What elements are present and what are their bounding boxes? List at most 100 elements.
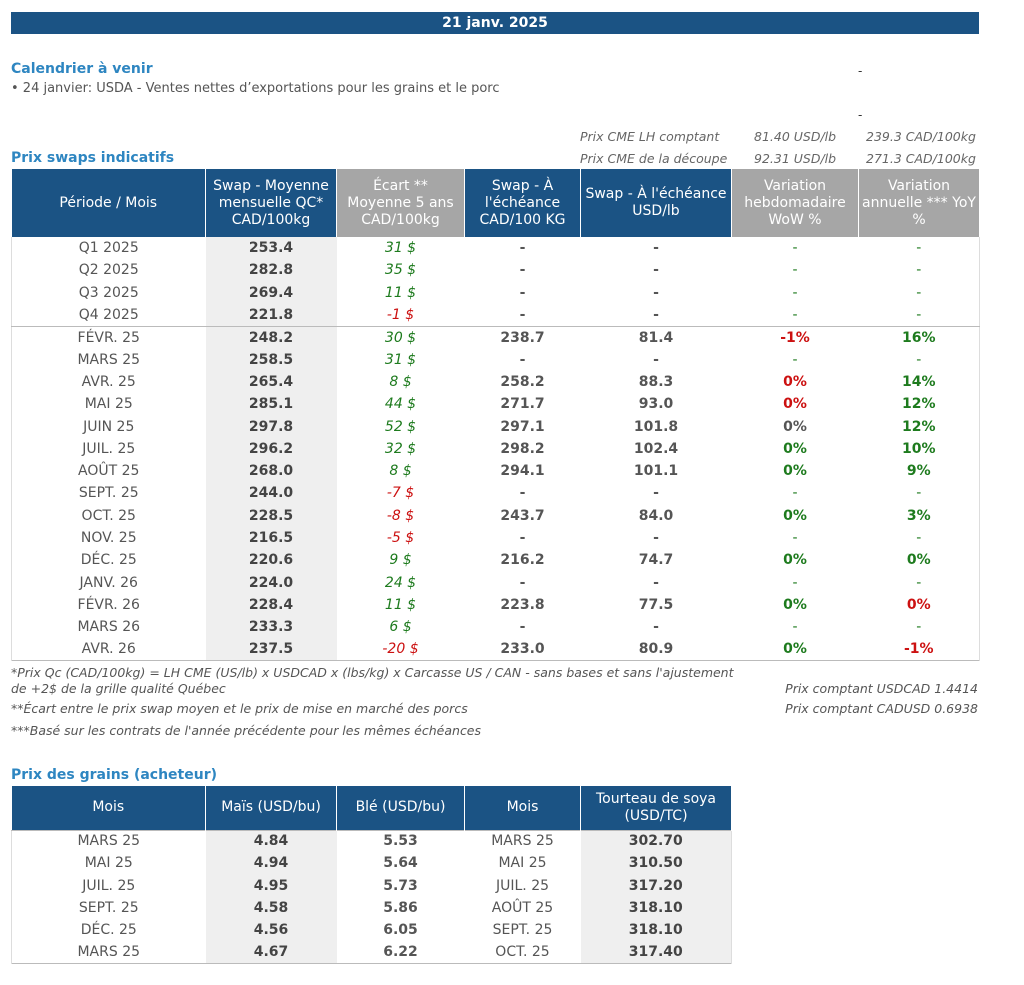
swap-cad-cell: 216.2: [500, 552, 545, 569]
swap-usd-cell: 101.8: [633, 418, 679, 435]
swap-yoy-cell: -: [916, 530, 922, 546]
swap-wow-cell: -: [792, 574, 798, 591]
swap-period-cell: MAI 25: [84, 396, 133, 413]
swap-ecart-cell: 35 $: [384, 262, 417, 279]
swap-yoy-cell: 16%: [858, 325, 980, 349]
swap-yoy-cell: 12%: [901, 418, 936, 435]
footnote-1: *Prix Qc (CAD/100kg) = LH CME (US/lb) x …: [11, 665, 734, 696]
swap-wow-cell: -1%: [731, 325, 859, 349]
swap-ecart-cell: 44 $: [384, 396, 417, 413]
swap-row: MARS 25 258.5 31 $ - - - -: [12, 348, 980, 371]
grains-month-cell: MARS 25: [11, 829, 206, 853]
swap-monthly-cell: 224.0: [205, 571, 337, 594]
grains-row: MARS 25 4.84 5.53 MARS 25 302.70: [11, 829, 732, 853]
swap-yoy-cell: 10%: [901, 440, 936, 457]
swap-ecart-cell: -5 $: [386, 530, 415, 546]
swaps-title: Prix swaps indicatifs: [11, 150, 175, 166]
grains-soymeal-cell: 310.50: [580, 852, 732, 875]
swap-monthly-cell: 248.2: [205, 325, 337, 349]
swap-usd-cell: -: [653, 485, 659, 502]
grains-header-month-2: Mois: [464, 786, 581, 830]
grains-wheat-cell: 6.22: [383, 944, 418, 961]
swap-usd-cell: -: [653, 306, 659, 323]
grains-header-soymeal: Tourteau de soya (USD/TC): [580, 786, 732, 830]
swap-header-cad: Swap - À l'échéance CAD/100 KG: [464, 169, 581, 237]
grains-wheat-cell: 5.64: [383, 855, 418, 872]
swap-usd-cell: -: [653, 619, 659, 636]
swap-wow-cell: 0%: [783, 596, 807, 613]
swap-monthly-cell: 237.5: [205, 638, 337, 661]
swap-cad-cell: 298.2: [500, 440, 545, 457]
swap-usd-cell: -: [653, 262, 659, 279]
swap-monthly-cell: 258.5: [205, 348, 337, 371]
swap-yoy-cell: -: [916, 574, 922, 591]
swap-usd-cell: 102.4: [633, 440, 679, 457]
swap-yoy-cell: -: [916, 262, 922, 279]
swap-ecart-cell: 31 $: [384, 240, 417, 257]
swap-wow-cell: -: [792, 262, 798, 279]
grains-month-2-cell: MAI 25: [498, 855, 547, 872]
swap-cad-cell: 271.7: [500, 396, 545, 413]
swap-monthly-cell: 216.5: [205, 526, 337, 550]
swap-period-cell: Q3 2025: [78, 284, 139, 301]
swap-usd-cell: 84.0: [638, 507, 674, 524]
swap-row: Q2 2025 282.8 35 $ - - - -: [12, 259, 980, 282]
swap-period-cell: FÉVR. 25: [11, 325, 206, 349]
swap-cad-cell: -: [519, 619, 526, 636]
swap-usd-cell: -: [653, 574, 659, 591]
swap-cad-cell: -: [519, 574, 526, 591]
footnote-2: **Écart entre le prix swap moyen et le p…: [11, 701, 468, 716]
swap-ecart-cell: 11 $: [384, 284, 417, 301]
swap-period-cell: FÉVR. 26: [77, 596, 140, 613]
grains-wheat-cell: 5.53: [336, 829, 465, 853]
swap-wow-cell: 0%: [783, 373, 807, 390]
swap-row: Q1 2025 253.4 31 $ - - - -: [12, 237, 980, 260]
swap-period-cell: AOÛT 25: [78, 463, 140, 480]
cme-lh-label: Prix CME LH comptant: [580, 129, 720, 144]
dash-marker: -: [858, 108, 863, 122]
swap-wow-cell: 0%: [783, 507, 807, 524]
swap-yoy-cell: -: [916, 485, 922, 502]
swap-monthly-cell: 228.4: [205, 593, 337, 617]
swap-yoy-cell: 9%: [906, 463, 931, 480]
swap-ecart-cell: 31 $: [384, 351, 417, 368]
swap-monthly-cell: 282.8: [205, 259, 337, 282]
swap-row: JANV. 26 224.0 24 $ - - - -: [12, 571, 980, 594]
swap-row: Q3 2025 269.4 11 $ - - - -: [12, 281, 980, 304]
swap-period-cell: AVR. 25: [81, 373, 136, 390]
grains-corn-cell: 4.84: [205, 829, 337, 853]
grains-wheat-cell: 5.73: [383, 877, 418, 894]
swap-wow-cell: 0%: [783, 641, 807, 658]
swap-cad-cell: 223.8: [500, 596, 545, 613]
swap-row: NOV. 25 216.5 -5 $ - - - -: [12, 526, 980, 550]
swap-monthly-cell: 297.8: [205, 415, 337, 438]
swap-row: JUIL. 25 296.2 32 $ 298.2 102.4 0% 10%: [12, 437, 980, 460]
swap-period-cell: NOV. 25: [80, 530, 137, 546]
footnote-3: ***Basé sur les contrats de l'année préc…: [11, 723, 482, 738]
swap-period-cell: AVR. 26: [81, 641, 136, 658]
grains-month-2-cell: SEPT. 25: [492, 922, 553, 939]
dash-marker: -: [858, 64, 863, 78]
cme-cutout-cad: 271.3 CAD/100kg: [866, 151, 976, 166]
swap-wow-cell: -: [792, 530, 798, 546]
grains-soymeal-cell: 318.10: [580, 919, 732, 942]
swap-usd-cell: 80.9: [638, 641, 674, 658]
swap-header-monthly: Swap - Moyenne mensuelle QC* CAD/100kg: [205, 169, 337, 237]
swap-cad-cell: 243.7: [500, 507, 545, 524]
swap-row: Q4 2025 221.8 -1 $ - - - -: [12, 303, 980, 327]
swap-monthly-cell: 268.0: [205, 459, 337, 483]
swap-cad-cell: -: [519, 284, 526, 301]
swap-wow-cell: -: [792, 619, 798, 636]
swap-row: AVR. 25 265.4 8 $ 258.2 88.3 0% 14%: [12, 370, 980, 394]
swap-period-cell: Q2 2025: [78, 262, 139, 279]
grains-month-2-cell: AOÛT 25: [491, 900, 554, 917]
swap-yoy-cell: -: [916, 619, 922, 636]
swap-wow-cell: -: [792, 306, 798, 323]
swap-cad-cell: 238.7: [464, 325, 581, 349]
swap-period-cell: SEPT. 25: [78, 485, 139, 502]
swap-yoy-cell: 0%: [906, 552, 931, 569]
swap-table: Période / Mois Swap - Moyenne mensuelle …: [11, 169, 980, 662]
swap-ecart-cell: 8 $: [389, 373, 412, 390]
grains-corn-cell: 4.95: [205, 874, 337, 897]
grains-row: MAI 25 4.94 5.64 MAI 25 310.50: [12, 852, 732, 875]
